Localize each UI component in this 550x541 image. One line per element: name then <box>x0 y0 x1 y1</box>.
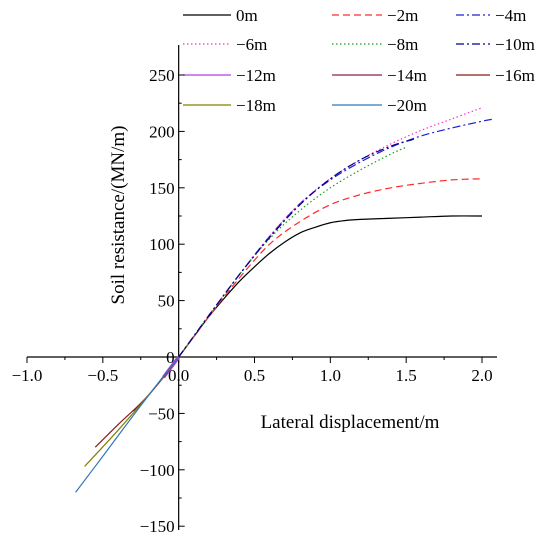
series-line-3 <box>178 107 483 358</box>
x-tick-label: 0.5 <box>244 366 265 385</box>
legend-label-8: −16m <box>495 66 535 85</box>
y-axis-title: Soil resistance/(MN/m) <box>108 126 129 305</box>
y-tick-label: 250 <box>149 66 175 85</box>
legend-label-10: −20m <box>387 96 427 115</box>
legend-label-4: −8m <box>387 35 418 54</box>
legend-label-1: −2m <box>387 6 418 25</box>
series-line-10 <box>75 356 180 493</box>
series-line-0 <box>178 215 483 358</box>
x-tick-label: 0.0 <box>168 366 189 385</box>
y-tick-label: 50 <box>158 292 175 311</box>
x-axis-title: Lateral displacement/m <box>261 412 440 433</box>
x-tick-label: 2.0 <box>471 366 492 385</box>
x-tick-label: −0.5 <box>87 366 118 385</box>
y-tick-label: −150 <box>140 517 175 536</box>
x-tick-label: 1.5 <box>396 366 417 385</box>
y-tick-label: −100 <box>140 461 175 480</box>
axes: −1.0 −0.5 0.0 0.5 1.0 1.5 2.0 −150 −100 −50 0 50 100… <box>12 45 497 536</box>
y-tick-label: 150 <box>149 179 175 198</box>
x-tick-label: −1.0 <box>12 366 43 385</box>
plot-area <box>75 107 495 493</box>
y-tick-label: 100 <box>149 235 175 254</box>
legend-label-9: −18m <box>236 96 276 115</box>
legend-label-2: −4m <box>495 6 526 25</box>
legend-label-5: −10m <box>495 35 535 54</box>
y-tick-label: 200 <box>149 122 175 141</box>
y-tick-label: −50 <box>148 404 175 423</box>
y-tick-label: 0 <box>166 348 175 367</box>
series-line-4 <box>178 146 407 358</box>
series-line-1 <box>178 178 483 358</box>
legend-label-3: −6m <box>236 35 267 54</box>
legend-label-0: 0m <box>236 6 258 25</box>
legend: 0m −2m −4m −6m −8m −10m −12m −14m −16m −18m −20m <box>183 6 535 115</box>
series-line-2 <box>178 118 495 358</box>
legend-label-6: −12m <box>236 66 276 85</box>
x-tick-label: 1.0 <box>320 366 341 385</box>
legend-label-7: −14m <box>387 66 427 85</box>
series-line-5 <box>178 138 414 358</box>
